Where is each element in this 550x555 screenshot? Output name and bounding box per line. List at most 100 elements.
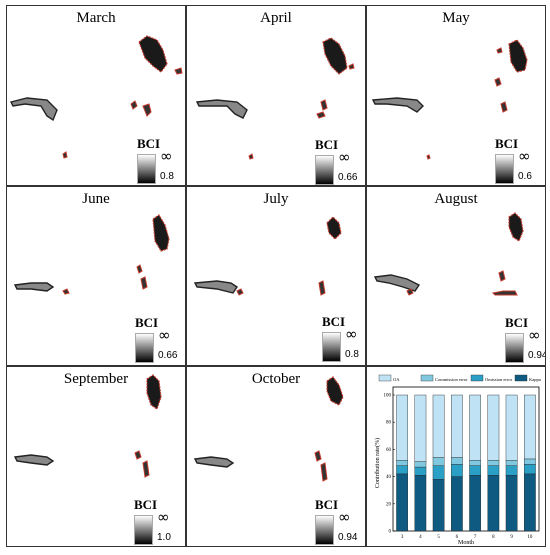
small-patch	[314, 450, 322, 462]
map-panel-may: May BCI ∞ 0.6	[366, 5, 546, 186]
legend-min: 0.6	[518, 171, 532, 182]
water-body-patch	[146, 374, 162, 410]
colorbar	[495, 154, 514, 184]
bar-segment-commission-error	[487, 460, 500, 466]
x-tick-label: 8	[492, 535, 495, 540]
panel-title: March	[76, 10, 116, 26]
small-patch	[318, 280, 326, 296]
bar-segment-kappa	[451, 476, 463, 532]
colorbar	[135, 333, 154, 363]
x-tick-label: 6	[456, 535, 459, 540]
bar-segment-oa	[396, 394, 408, 461]
water-body-patch	[152, 214, 170, 252]
river-strip	[193, 456, 235, 468]
bar-segment-omission-error	[432, 465, 445, 480]
bar-segment-oa	[432, 394, 445, 458]
legend-swatch	[420, 374, 434, 382]
legend-min: 0.66	[338, 172, 358, 183]
river-strip	[9, 97, 58, 122]
classification-map	[13, 214, 170, 295]
classification-map	[193, 376, 344, 482]
classification-map	[373, 212, 524, 296]
bar-segment-oa	[451, 394, 463, 458]
bar-segment-oa	[414, 394, 427, 462]
legend-label: BCI	[322, 314, 346, 329]
small-patch	[500, 101, 508, 113]
y-tick-label: 60	[386, 448, 392, 453]
legend-swatch	[514, 374, 528, 382]
colorbar	[505, 333, 524, 363]
bar-segment-oa	[469, 394, 481, 461]
small-patch	[426, 154, 431, 160]
bar-segment-commission-error	[414, 461, 427, 468]
bar-segment-commission-error	[505, 460, 518, 466]
water-body-patch	[138, 35, 168, 73]
y-tick-label: 80	[386, 421, 392, 426]
bar-segment-commission-error	[469, 460, 481, 466]
small-patch	[134, 450, 142, 460]
river-strip	[13, 454, 55, 466]
y-tick-label: 0	[389, 530, 392, 535]
map-panel-october: October BCI ∞ 0.94	[186, 366, 366, 547]
x-tick-label: 5	[437, 535, 440, 540]
small-patch	[498, 270, 506, 282]
x-tick-label: 7	[474, 535, 477, 540]
water-body-patch	[508, 212, 524, 242]
water-body-patch	[326, 376, 344, 406]
bar-segment-kappa	[469, 475, 481, 532]
map-panel-march: March BCI ∞ 0.8	[6, 5, 186, 186]
small-patch	[491, 290, 518, 296]
panel-title: October	[251, 371, 301, 387]
legend-max: ∞	[345, 325, 358, 343]
small-patch	[130, 100, 138, 110]
small-patch	[136, 264, 143, 274]
small-patch	[62, 288, 70, 295]
panel-title: August	[434, 191, 478, 207]
small-patch	[236, 288, 244, 296]
colorbar	[315, 155, 334, 185]
small-patch	[348, 63, 355, 70]
x-axis-label: Month	[458, 540, 474, 546]
small-patch	[320, 99, 328, 111]
legend-swatch	[470, 374, 484, 382]
bar-segment-kappa	[505, 475, 518, 532]
panel-title: May	[442, 10, 470, 26]
x-tick-label: 3	[401, 535, 404, 540]
map-panel-june: June BCI ∞ 0.66	[6, 186, 186, 366]
colorbar	[137, 154, 156, 184]
classification-map	[9, 35, 183, 159]
water-body-patch	[322, 37, 348, 75]
bar-segment-omission-error	[524, 464, 536, 475]
legend-label: BCI	[134, 497, 158, 512]
small-patch	[496, 47, 503, 54]
colorbar	[322, 332, 341, 362]
x-tick-label: 10	[527, 535, 533, 540]
classification-map	[193, 216, 342, 296]
legend-label: BCI	[505, 315, 529, 330]
bar-segment-commission-error	[432, 457, 445, 466]
bar-segment-oa	[524, 394, 536, 460]
legend-min: 0.8	[345, 349, 359, 360]
legend-label: BCI	[495, 136, 519, 151]
map-panel-september: September BCI ∞ 1.0	[6, 366, 186, 547]
colorbar	[134, 515, 153, 545]
legend-max: ∞	[160, 147, 173, 165]
x-tick-label: 9	[510, 535, 513, 540]
river-strip	[193, 280, 238, 294]
bar-segment-omission-error	[414, 466, 427, 476]
small-patch	[248, 153, 254, 160]
figure-grid: March BCI ∞ 0.8 April BCI ∞ 0.66 May BCI ∞ 0.6 June B…	[6, 5, 546, 547]
legend-max: ∞	[158, 326, 171, 344]
legend-label: BCI	[315, 497, 339, 512]
map-panel-august: August BCI ∞ 0.94	[366, 186, 546, 366]
legend-min: 0.94	[528, 350, 546, 361]
bar-segment-oa	[505, 394, 518, 461]
y-tick-label: 100	[384, 394, 392, 399]
bar-segment-oa	[487, 394, 500, 461]
bar-segment-omission-error	[396, 465, 408, 475]
bar-segment-kappa	[414, 475, 427, 532]
panel-title: September	[63, 371, 129, 387]
bar-segment-commission-error	[396, 460, 408, 466]
map-panel-april: April BCI ∞ 0.66	[186, 5, 366, 186]
bar-segment-omission-error	[505, 465, 518, 476]
